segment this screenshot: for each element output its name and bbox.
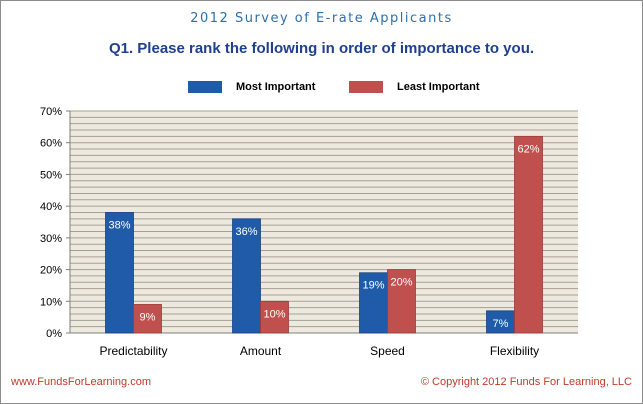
bar-data-label: 62% (517, 143, 539, 155)
y-tick-label: 30% (40, 233, 62, 245)
x-category-label: Flexibility (490, 344, 539, 358)
legend-swatch-most-important (188, 81, 222, 93)
y-tick-label: 0% (46, 328, 62, 340)
question-title: Q1. Please rank the following in order o… (108, 40, 535, 57)
copyright-text: © Copyright 2012 Funds For Learning, LLC (420, 376, 632, 388)
y-tick-label: 60% (40, 138, 62, 150)
survey-title: 2012 Survey of E-rate Applicants (190, 11, 453, 26)
plot-area (70, 111, 578, 333)
bar-data-label: 7% (493, 318, 509, 330)
y-tick-label: 50% (40, 169, 62, 181)
legend-swatch-least-important (349, 81, 383, 93)
bar-data-label: 19% (362, 280, 384, 292)
legend-item-most-important: Most Important (188, 80, 315, 94)
bar-most-important (232, 218, 261, 334)
bar-least-important (514, 135, 543, 334)
bar-most-important (359, 272, 388, 334)
bar-least-important (133, 304, 162, 334)
bar-data-label: 10% (263, 308, 285, 320)
legend-item-least-important: Least Important (349, 80, 480, 94)
y-tick-label: 40% (40, 201, 62, 213)
bar-data-label: 36% (235, 226, 257, 238)
legend-label-most-important: Most Important (236, 81, 316, 93)
x-category-label: Predictability (99, 344, 167, 358)
y-tick-label: 70% (40, 106, 62, 118)
y-tick-label: 10% (40, 296, 62, 308)
x-category-label: Amount (240, 344, 282, 358)
website-link[interactable]: www.FundsForLearning.com (11, 376, 152, 388)
x-category-label: Speed (370, 344, 405, 358)
bar-data-label: 20% (390, 277, 412, 289)
y-tick-label: 20% (40, 265, 62, 277)
bar-data-label: 9% (140, 311, 156, 323)
bar-data-label: 38% (108, 219, 130, 231)
bar-least-important (260, 300, 289, 334)
legend-label-least-important: Least Important (397, 81, 480, 93)
bar-most-important (105, 212, 134, 334)
bar-least-important (387, 269, 416, 334)
